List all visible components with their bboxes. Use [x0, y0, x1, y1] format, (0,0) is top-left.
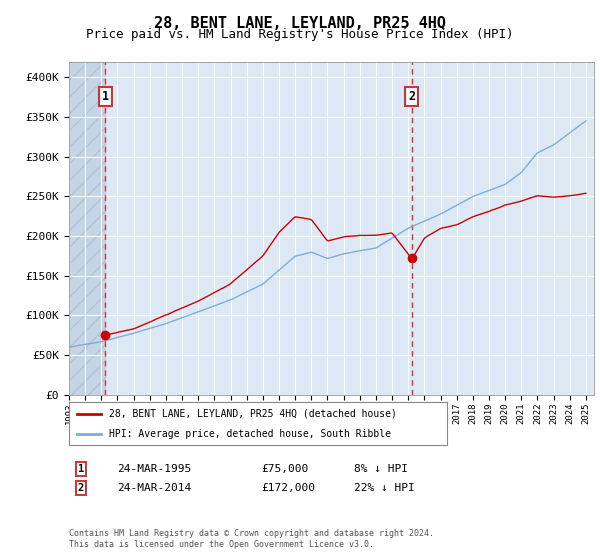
Text: 28, BENT LANE, LEYLAND, PR25 4HQ (detached house): 28, BENT LANE, LEYLAND, PR25 4HQ (detach…: [109, 409, 397, 419]
Text: 24-MAR-2014: 24-MAR-2014: [117, 483, 191, 493]
Text: 28, BENT LANE, LEYLAND, PR25 4HQ: 28, BENT LANE, LEYLAND, PR25 4HQ: [154, 16, 446, 31]
Text: Contains HM Land Registry data © Crown copyright and database right 2024.
This d: Contains HM Land Registry data © Crown c…: [69, 529, 434, 549]
Bar: [69, 62, 105, 395]
Text: £75,000: £75,000: [261, 464, 308, 474]
Text: 1: 1: [101, 90, 109, 103]
Text: £172,000: £172,000: [261, 483, 315, 493]
Text: 24-MAR-1995: 24-MAR-1995: [117, 464, 191, 474]
Text: 2: 2: [78, 483, 84, 493]
Text: Price paid vs. HM Land Registry's House Price Index (HPI): Price paid vs. HM Land Registry's House …: [86, 28, 514, 41]
Text: HPI: Average price, detached house, South Ribble: HPI: Average price, detached house, Sout…: [109, 428, 391, 438]
Text: 22% ↓ HPI: 22% ↓ HPI: [354, 483, 415, 493]
Text: 8% ↓ HPI: 8% ↓ HPI: [354, 464, 408, 474]
Text: 2: 2: [409, 90, 416, 103]
Text: 1: 1: [78, 464, 84, 474]
